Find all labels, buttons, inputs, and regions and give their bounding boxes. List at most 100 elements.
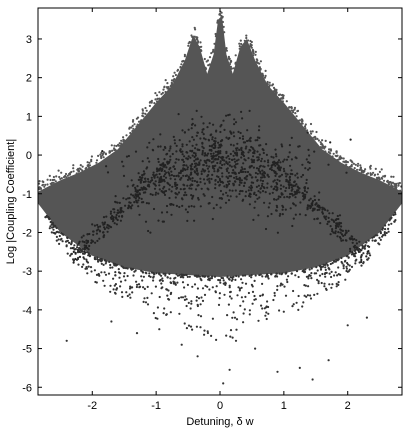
- scatter-point: [195, 299, 198, 302]
- scatter-point: [250, 274, 253, 277]
- scatter-point: [304, 284, 307, 287]
- scatter-point: [329, 233, 332, 236]
- scatter-point: [266, 182, 269, 185]
- scatter-point: [200, 187, 203, 190]
- scatter-point: [180, 343, 183, 346]
- scatter-point: [317, 282, 320, 285]
- scatter-point: [279, 167, 282, 170]
- scatter-point: [225, 151, 228, 155]
- scatter-point: [101, 150, 104, 153]
- scatter-point: [279, 212, 282, 216]
- scatter-point: [99, 225, 102, 228]
- scatter-point: [217, 181, 220, 184]
- scatter-point: [144, 106, 147, 110]
- scatter-point: [387, 223, 390, 226]
- scatter-point: [178, 139, 181, 142]
- scatter-point: [294, 112, 297, 115]
- scatter-point: [349, 138, 352, 141]
- scatter-point: [238, 287, 242, 290]
- scatter-point: [201, 149, 204, 153]
- scatter-point: [193, 219, 196, 222]
- scatter-point: [285, 278, 288, 281]
- scatter-point: [157, 157, 160, 161]
- scatter-point: [105, 165, 108, 168]
- scatter-point: [238, 47, 241, 50]
- scatter-point: [201, 275, 204, 278]
- scatter-point: [302, 269, 305, 272]
- scatter-point: [152, 171, 155, 174]
- scatter-point: [123, 139, 126, 142]
- scatter-point: [51, 221, 54, 224]
- scatter-point: [142, 170, 145, 173]
- scatter-point: [366, 258, 369, 261]
- scatter-point: [289, 164, 292, 167]
- scatter-point: [46, 183, 49, 186]
- scatter-point: [179, 65, 182, 69]
- scatter-point: [278, 175, 281, 178]
- scatter-point: [168, 172, 171, 175]
- scatter-point: [199, 315, 203, 318]
- scatter-point: [62, 233, 65, 236]
- scatter-point: [138, 193, 141, 196]
- scatter-point: [69, 254, 72, 257]
- scatter-point: [137, 199, 140, 202]
- scatter-point: [68, 241, 71, 244]
- scatter-point: [263, 76, 267, 79]
- scatter-point: [262, 186, 265, 189]
- scatter-point: [305, 191, 308, 194]
- scatter-point: [325, 262, 328, 265]
- scatter-point: [132, 127, 135, 130]
- scatter-point: [136, 185, 139, 188]
- scatter-point: [144, 180, 147, 183]
- scatter-point: [212, 155, 216, 158]
- scatter-point: [259, 273, 262, 276]
- scatter-point: [190, 205, 193, 208]
- x-axis-ticks: -2 -1 0 1 2: [87, 8, 351, 412]
- scatter-point: [186, 219, 189, 222]
- scatter-point: [206, 187, 209, 190]
- scatter-point: [360, 171, 363, 174]
- scatter-point: [247, 291, 250, 295]
- scatter-point: [221, 158, 224, 161]
- scatter-point: [374, 234, 377, 237]
- scatter-point: [90, 241, 93, 244]
- scatter-point: [248, 109, 251, 112]
- scatter-point: [255, 194, 258, 197]
- scatter-point: [305, 178, 308, 181]
- scatter-point: [194, 28, 197, 31]
- scatter-point: [165, 288, 169, 291]
- scatter-point: [146, 303, 150, 306]
- scatter-point: [186, 283, 189, 286]
- scatter-point: [149, 100, 152, 103]
- scatter-point: [191, 195, 194, 199]
- scatter-point: [109, 226, 113, 229]
- scatter-point: [136, 123, 139, 126]
- scatter-point: [193, 35, 196, 38]
- scatter-point: [240, 179, 243, 182]
- scatter-point: [238, 183, 241, 187]
- scatter-point: [277, 93, 281, 97]
- scatter-point: [321, 272, 324, 276]
- scatter-point: [188, 140, 191, 143]
- scatter-point: [142, 275, 145, 278]
- scatter-point: [295, 157, 298, 160]
- scatter-point: [297, 145, 300, 148]
- scatter-point: [203, 293, 207, 296]
- scatter-point: [194, 154, 197, 157]
- scatter-point: [197, 297, 201, 300]
- scatter-point: [192, 151, 196, 154]
- scatter-point: [267, 277, 270, 280]
- scatter-point: [259, 170, 262, 173]
- scatter-point: [217, 150, 220, 153]
- scatter-point: [169, 155, 172, 158]
- scatter-point: [259, 60, 262, 63]
- scatter-point: [319, 146, 322, 149]
- scatter-point: [310, 272, 313, 275]
- scatter-point: [163, 85, 166, 88]
- scatter-point: [233, 165, 236, 168]
- scatter-point: [282, 185, 285, 188]
- scatter-point: [131, 194, 135, 197]
- scatter-point: [311, 130, 314, 133]
- scatter-point: [165, 313, 168, 316]
